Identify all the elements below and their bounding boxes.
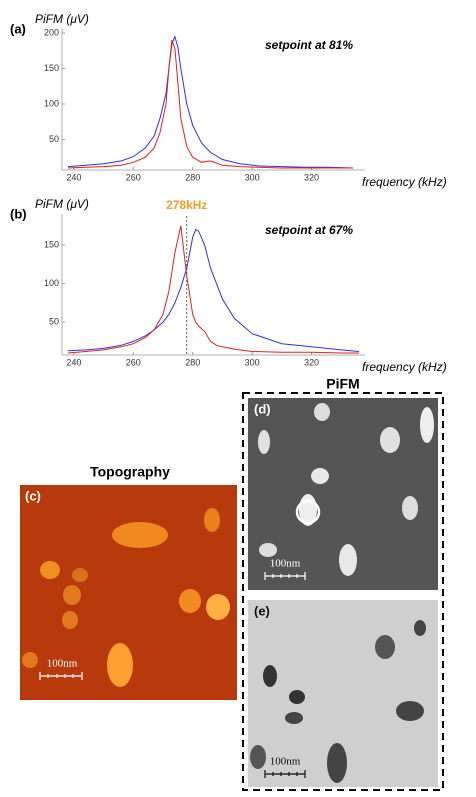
blob — [402, 496, 418, 520]
x-axis-label: frequency (kHz) — [362, 360, 447, 374]
scale-bar — [264, 770, 306, 778]
blob — [285, 712, 303, 724]
y-axis-label: PiFM (μV) — [35, 12, 89, 26]
panel-label: (d) — [254, 401, 271, 416]
x-tick-label: 280 — [185, 172, 200, 182]
x-tick-label: 260 — [126, 357, 141, 367]
chart-title: setpoint at 81% — [265, 38, 353, 52]
blob — [339, 544, 357, 576]
panel-label: (b) — [10, 206, 27, 221]
x-tick-label: 260 — [126, 172, 141, 182]
blob — [258, 430, 270, 454]
blob — [380, 427, 400, 453]
blob — [311, 468, 329, 484]
scale-bar — [39, 672, 83, 680]
data-line — [67, 39, 354, 169]
blob — [327, 743, 347, 783]
x-tick-label: 280 — [185, 357, 200, 367]
panel-label: (a) — [10, 21, 26, 36]
y-tick-label: 100 — [44, 98, 59, 108]
scale-label: 100nm — [270, 756, 301, 768]
data-line — [67, 35, 354, 169]
x-tick-label: 240 — [66, 357, 81, 367]
data-line — [67, 228, 360, 352]
x-axis-label: frequency (kHz) — [362, 175, 447, 189]
annotation-label: 278kHz — [166, 198, 207, 212]
panel-label: (e) — [254, 603, 270, 618]
blob — [179, 589, 201, 613]
blob — [72, 568, 88, 582]
y-tick-label: 50 — [49, 134, 59, 144]
image-c: (c) 100nm — [20, 485, 237, 700]
y-tick-label: 100 — [44, 278, 59, 288]
panel-label: (c) — [25, 488, 41, 503]
blob — [206, 594, 230, 620]
chart-title: setpoint at 67% — [265, 223, 353, 237]
pifm-title: PiFM — [326, 376, 359, 392]
scale-label: 100nm — [47, 658, 78, 670]
marker-circle — [295, 499, 321, 525]
scale-label: 100nm — [270, 558, 301, 570]
x-tick-label: 240 — [66, 172, 81, 182]
topography-title: Topography — [90, 464, 170, 480]
blob — [250, 745, 266, 769]
blob — [289, 690, 305, 704]
y-tick-label: 150 — [44, 239, 59, 249]
y-axis-label: PiFM (μV) — [35, 197, 89, 211]
image-d: (d) 100nm — [248, 398, 438, 590]
blob — [204, 508, 220, 532]
blob — [112, 522, 168, 548]
blob — [107, 643, 133, 687]
blob — [63, 585, 81, 605]
data-line — [67, 225, 360, 354]
blob — [22, 652, 38, 668]
blob — [263, 665, 277, 687]
y-tick-label: 150 — [44, 63, 59, 73]
blob — [314, 403, 330, 421]
blob — [375, 635, 395, 659]
y-tick-label: 200 — [44, 27, 59, 37]
blob — [259, 543, 277, 557]
blob — [62, 611, 78, 629]
x-tick-label: 300 — [245, 357, 260, 367]
blob — [420, 407, 434, 443]
blob — [414, 620, 426, 636]
blob — [40, 561, 60, 579]
image-e: (e) 100nm — [248, 600, 438, 787]
y-tick-label: 50 — [49, 317, 59, 327]
scale-bar — [264, 572, 306, 580]
blob — [396, 701, 424, 721]
x-tick-label: 300 — [245, 172, 260, 182]
pifm-box — [242, 392, 444, 791]
x-tick-label: 320 — [304, 172, 319, 182]
x-tick-label: 320 — [304, 357, 319, 367]
